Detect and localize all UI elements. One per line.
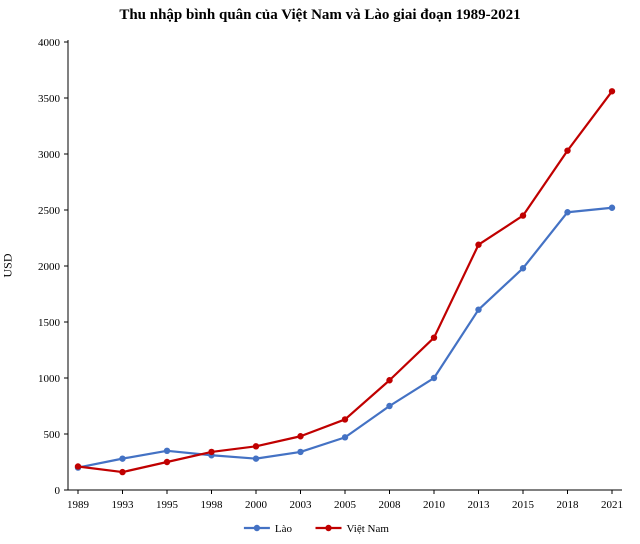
chart-title: Thu nhập bình quân của Việt Nam và Lào g… (119, 7, 521, 23)
x-tick-label: 2018 (557, 499, 580, 511)
series-marker-Việt Nam (564, 147, 571, 154)
series-marker-Việt Nam (119, 468, 126, 476)
series-marker-Việt Nam (519, 212, 527, 219)
series-marker-Lào (430, 374, 438, 382)
x-tick-label: 1989 (67, 499, 90, 511)
series-marker-Việt Nam (475, 241, 482, 248)
series-marker-Lào (297, 448, 304, 456)
x-tick-label: 2013 (468, 499, 491, 511)
x-tick-label: 2010 (423, 499, 446, 511)
series-marker-Lào (386, 402, 393, 410)
series-marker-Lào (564, 209, 571, 216)
y-tick-label: 3000 (38, 149, 61, 161)
series-marker-Lào (252, 455, 260, 462)
y-tick-label: 2500 (38, 205, 61, 217)
series-marker-Lào (119, 455, 126, 462)
series-line-Việt Nam (77, 90, 613, 474)
series-line-Lào (77, 206, 613, 469)
x-tick-label: 2003 (290, 499, 313, 511)
y-tick-label: 1000 (38, 373, 61, 385)
legend-marker-Lào (253, 524, 261, 532)
x-tick-label: 1993 (112, 499, 135, 511)
series-marker-Việt Nam (608, 88, 616, 95)
y-tick-label: 4000 (38, 37, 61, 49)
series-marker-Việt Nam (341, 416, 349, 423)
x-tick-label: 1995 (156, 499, 179, 511)
series-marker-Lào (163, 447, 171, 454)
x-tick-label: 2015 (512, 499, 535, 511)
legend-label-Lào: Lào (275, 523, 293, 535)
series-marker-Lào (608, 204, 616, 211)
legend-marker-Việt Nam (325, 524, 332, 532)
series-marker-Việt Nam (74, 463, 82, 470)
y-tick-label: 3500 (38, 93, 61, 105)
y-tick-label: 0 (55, 485, 61, 497)
x-tick-label: 2000 (245, 499, 268, 511)
series-marker-Việt Nam (163, 458, 171, 466)
x-tick-label: 2005 (334, 499, 357, 511)
series-marker-Việt Nam (252, 443, 260, 450)
series-marker-Việt Nam (208, 448, 215, 456)
y-tick-label: 2000 (38, 261, 61, 273)
series-marker-Việt Nam (386, 377, 393, 384)
y-tick-label: 500 (44, 429, 61, 441)
legend-label-Việt Nam: Việt Nam (347, 523, 390, 535)
series-marker-Lào (341, 434, 349, 441)
x-tick-label: 2008 (379, 499, 402, 511)
series-marker-Lào (519, 265, 527, 272)
x-tick-label: 2021 (601, 499, 623, 511)
series-marker-Việt Nam (430, 334, 438, 341)
series-marker-Lào (475, 306, 482, 313)
x-tick-label: 1998 (201, 499, 224, 511)
y-tick-label: 1500 (38, 317, 61, 329)
series-marker-Việt Nam (297, 433, 304, 440)
